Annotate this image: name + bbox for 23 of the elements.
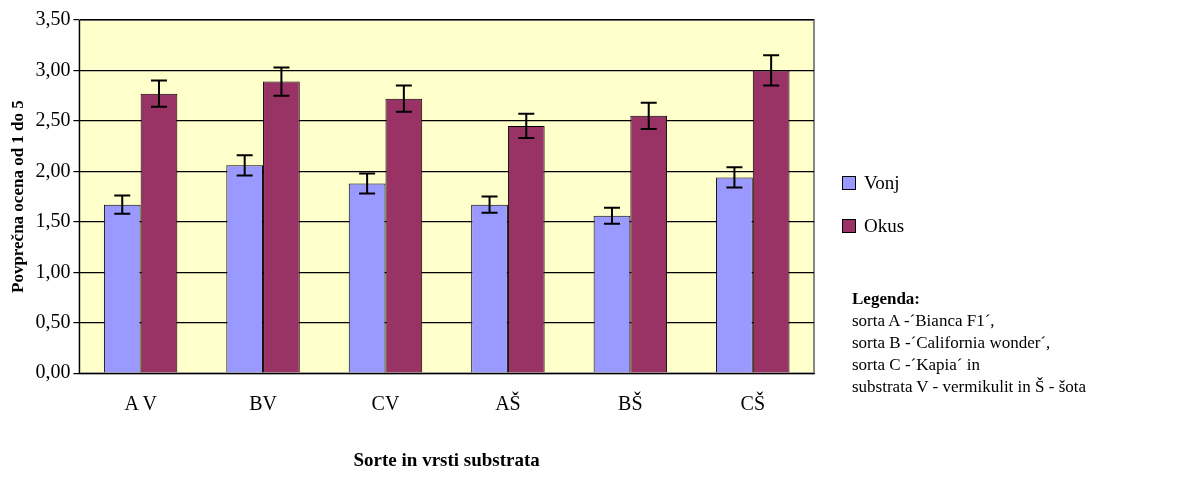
legend-label: Vonj: [864, 172, 900, 194]
y-tick-label: 2,50: [35, 108, 71, 131]
x-tick-label: BV: [249, 392, 278, 415]
y-tick-label: 2,00: [35, 158, 71, 181]
x-tick-label: CŠ: [740, 391, 766, 415]
y-tick-label: 3,50: [35, 7, 71, 30]
y-tick-label: 1,50: [35, 209, 71, 232]
text: sorta B -´California wonder´,: [852, 332, 1052, 354]
text: sorta C -´Kapia´ in: [852, 354, 981, 376]
y-tick-label: 0,00: [35, 360, 71, 383]
y-tick-label: 3,00: [35, 57, 71, 80]
text: sorta A -´Bianca F1´,: [852, 310, 996, 332]
x-tick-label: BŠ: [618, 391, 643, 415]
legend-label: Okus: [864, 215, 905, 237]
y-axis-title: Povprečna ocena od 1 do 5: [7, 100, 27, 294]
text: Legenda:: [852, 288, 921, 310]
x-tick-label: A V: [124, 392, 158, 415]
text: substrata V - vermikulit in Š - šota: [852, 376, 1087, 398]
y-tick-label: 0,50: [35, 309, 71, 332]
x-axis-title: Sorte in vrsti substrata: [353, 448, 541, 470]
x-tick-label: CV: [371, 392, 400, 415]
x-tick-label: AŠ: [495, 391, 521, 415]
y-tick-label: 1,00: [35, 259, 71, 282]
